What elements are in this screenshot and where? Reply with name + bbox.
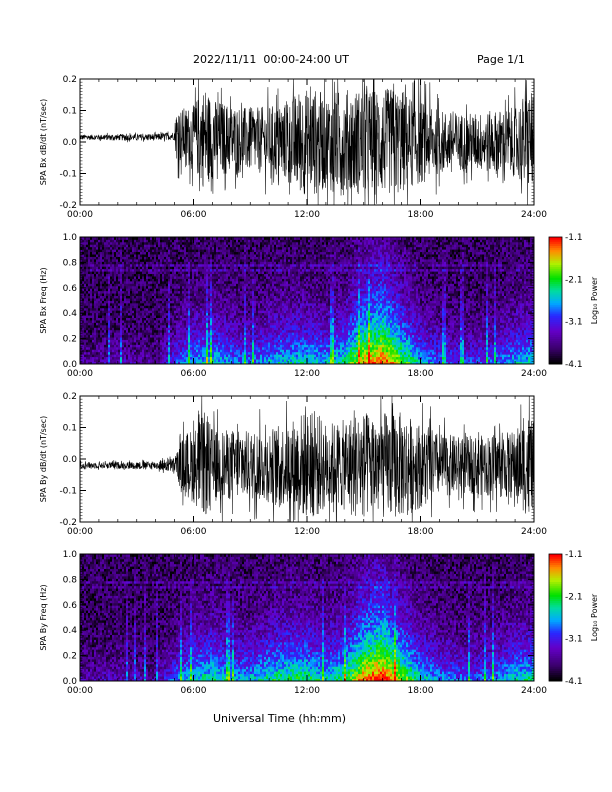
x-tick-label: 00:00 xyxy=(67,686,93,696)
colorbar-tick-label: -1.1 xyxy=(565,550,583,560)
y-tick-label: 1.0 xyxy=(63,233,78,243)
y-axis-title: SPA By Freq (Hz) xyxy=(39,584,48,650)
x-tick-label: 18:00 xyxy=(408,527,434,537)
colorbar-tick-label: -2.1 xyxy=(565,275,583,285)
heatmap-cells xyxy=(80,237,534,364)
colorbar: -1.1 -2.1 -3.1 -4.1 Log₁₀ Power xyxy=(549,550,599,687)
colorbar-label: Log₁₀ Power xyxy=(590,593,599,641)
y-tick-label: 0.2 xyxy=(63,392,77,402)
x-tick-label: 06:00 xyxy=(181,686,207,696)
y-tick-label: -0.2 xyxy=(59,518,77,528)
x-tick-label: 24:00 xyxy=(521,210,547,220)
x-tick-label: 12:00 xyxy=(294,527,320,537)
y-tick-label: 0.1 xyxy=(63,107,77,117)
y-tick-label: -0.1 xyxy=(59,170,77,180)
y-tick-label: 0.8 xyxy=(63,575,78,585)
y-tick-label: -0.1 xyxy=(59,487,77,497)
x-tick-label: 00:00 xyxy=(67,210,93,220)
colorbar-tick-label: -4.1 xyxy=(565,360,583,370)
x-tick-label: 00:00 xyxy=(67,369,93,379)
colorbar-label: Log₁₀ Power xyxy=(590,276,599,324)
x-tick-label: 24:00 xyxy=(521,527,547,537)
x-tick-label: 06:00 xyxy=(181,210,207,220)
y-tick-label: 0.8 xyxy=(63,258,78,268)
y-axis-title: SPA Bx dB/dt (nT/sec) xyxy=(39,99,48,186)
x-tick-label: 18:00 xyxy=(408,686,434,696)
panel-3: 00:00 06:00 12:00 18:00 24:00 -0.2 -0.1 0.0 0.1 0… xyxy=(39,392,547,537)
y-tick-label: 0.6 xyxy=(63,601,78,611)
x-tick-label: 18:00 xyxy=(408,369,434,379)
panel-1: 00:00 06:00 12:00 18:00 24:00 -0.2 -0.1 0.0 0.1 0… xyxy=(39,75,547,220)
y-axis-title: SPA Bx Freq (Hz) xyxy=(39,267,48,333)
y-tick-label: 0.4 xyxy=(63,626,78,636)
colorbar-tick-label: -2.1 xyxy=(565,592,583,602)
y-axis-title: SPA By dB/dt (nT/sec) xyxy=(39,416,48,503)
x-axis-title: Universal Time (hh:mm) xyxy=(213,712,346,725)
colorbar-tick-label: -4.1 xyxy=(565,677,583,687)
y-tick-label: -0.2 xyxy=(59,201,77,211)
x-tick-label: 24:00 xyxy=(521,686,547,696)
x-tick-label: 06:00 xyxy=(181,527,207,537)
colorbar: -1.1 -2.1 -3.1 -4.1 Log₁₀ Power xyxy=(549,233,599,370)
y-tick-label: 0.4 xyxy=(63,309,78,319)
x-tick-label: 12:00 xyxy=(294,210,320,220)
y-tick-label: 0.1 xyxy=(63,424,77,434)
y-tick-label: 0.0 xyxy=(63,360,78,370)
y-tick-label: 0.2 xyxy=(63,652,77,662)
y-tick-label: 0.0 xyxy=(63,677,78,687)
x-tick-label: 12:00 xyxy=(294,686,320,696)
y-tick-label: 0.2 xyxy=(63,75,77,85)
x-tick-label: 12:00 xyxy=(294,369,320,379)
x-tick-label: 06:00 xyxy=(181,369,207,379)
colorbar-tick-label: -1.1 xyxy=(565,233,583,243)
figure: 00:00 06:00 12:00 18:00 24:00 -0.2 -0.1 0.0 0.1 0… xyxy=(0,0,612,792)
panel-4: -1.1 -2.1 -3.1 -4.1 Log₁₀ Power 00:00 06:00 12:… xyxy=(39,550,599,696)
panel-2: -1.1 -2.1 -3.1 -4.1 Log₁₀ Power 00:00 06:00 12:… xyxy=(39,233,599,379)
x-tick-label: 24:00 xyxy=(521,369,547,379)
colorbar-tick-label: -3.1 xyxy=(565,635,583,645)
y-tick-label: 1.0 xyxy=(63,550,78,560)
x-tick-label: 18:00 xyxy=(408,210,434,220)
y-tick-label: 0.0 xyxy=(63,455,78,465)
heatmap-cells xyxy=(80,554,534,681)
x-tick-label: 00:00 xyxy=(67,527,93,537)
colorbar-tick-label: -3.1 xyxy=(565,318,583,328)
y-tick-label: 0.2 xyxy=(63,335,77,345)
y-tick-label: 0.0 xyxy=(63,138,78,148)
y-tick-label: 0.6 xyxy=(63,284,78,294)
